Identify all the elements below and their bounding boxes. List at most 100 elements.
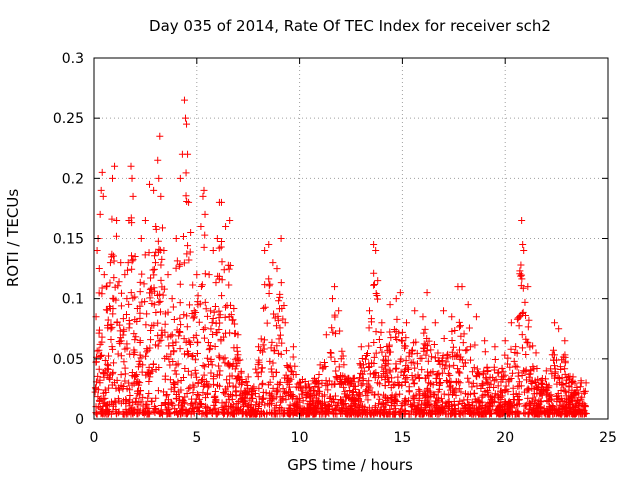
x-axis-title: GPS time / hours	[287, 456, 413, 474]
cloud-point	[429, 368, 437, 376]
cloud-point	[105, 374, 113, 382]
cloud-point	[288, 368, 296, 376]
cloud-point	[251, 390, 259, 398]
cloud-point	[207, 357, 215, 365]
cloud-point	[194, 379, 202, 387]
data-point	[141, 216, 149, 224]
cloud-point	[397, 336, 405, 344]
cloud-point	[124, 259, 132, 267]
cloud-point	[304, 380, 312, 388]
cloud-point	[276, 331, 284, 339]
cloud-point	[161, 328, 169, 336]
cloud-point	[478, 381, 486, 389]
cloud-point	[457, 388, 465, 396]
cloud-point	[425, 393, 433, 401]
cloud-point	[400, 367, 408, 375]
cloud-point	[536, 389, 544, 397]
cloud-point	[422, 374, 430, 382]
data-point	[501, 337, 509, 345]
cloud-point	[143, 310, 151, 318]
cloud-point	[286, 362, 294, 370]
cloud-point	[193, 390, 201, 398]
cloud-point	[107, 335, 115, 343]
cloud-point	[282, 347, 290, 355]
cloud-point	[350, 398, 358, 406]
cloud-point	[127, 289, 135, 297]
cloud-point	[145, 249, 153, 257]
data-point	[222, 222, 230, 230]
cloud-point	[145, 389, 153, 397]
cloud-point	[196, 300, 204, 308]
x-tick-label: 0	[90, 430, 99, 446]
cloud-point	[234, 357, 242, 365]
cloud-point	[331, 380, 339, 388]
cloud-point	[284, 409, 292, 417]
cloud-point	[433, 404, 441, 412]
cloud-point	[464, 391, 472, 399]
cloud-point	[473, 373, 481, 381]
cloud-point	[114, 350, 122, 358]
cloud-point	[188, 352, 196, 360]
cloud-point	[522, 366, 530, 374]
cloud-point	[436, 378, 444, 386]
cloud-point	[169, 303, 177, 311]
cloud-point	[238, 408, 246, 416]
cloud-point	[374, 295, 382, 303]
cloud-point	[521, 298, 529, 306]
cloud-point	[121, 345, 129, 353]
cloud-point	[215, 352, 223, 360]
data-point	[561, 337, 569, 345]
data-point	[234, 331, 242, 339]
cloud-point	[255, 356, 263, 364]
cloud-point	[494, 382, 502, 390]
data-point	[121, 271, 129, 279]
data-point	[392, 295, 400, 303]
cloud-point	[128, 381, 136, 389]
cloud-point	[267, 396, 275, 404]
data-point	[111, 162, 119, 170]
cloud-point	[181, 364, 189, 372]
data-point	[187, 228, 195, 236]
cloud-point	[401, 406, 409, 414]
cloud-point	[554, 392, 562, 400]
cloud-point	[107, 325, 115, 333]
cloud-point	[454, 378, 462, 386]
cloud-point	[523, 338, 531, 346]
cloud-point	[465, 324, 473, 332]
cloud-point	[470, 364, 478, 372]
cloud-point	[362, 387, 370, 395]
cloud-point	[221, 313, 229, 321]
cloud-point	[452, 410, 460, 418]
data-point	[209, 247, 217, 255]
cloud-point	[203, 354, 211, 362]
cloud-point	[184, 367, 192, 375]
data-point	[507, 319, 515, 327]
cloud-point	[378, 373, 386, 381]
cloud-point	[420, 329, 428, 337]
cloud-point	[207, 369, 215, 377]
cloud-point	[338, 410, 346, 418]
cloud-point	[354, 378, 362, 386]
cloud-point	[211, 343, 219, 351]
cloud-point	[156, 297, 164, 305]
cloud-point	[471, 341, 479, 349]
cloud-point	[176, 327, 184, 335]
cloud-point	[483, 363, 491, 371]
y-tick-label: 0.1	[62, 292, 84, 308]
cloud-point	[170, 316, 178, 324]
cloud-point	[469, 379, 477, 387]
cloud-point	[425, 337, 433, 345]
cloud-point	[388, 374, 396, 382]
cloud-point	[274, 380, 282, 388]
cloud-point	[414, 360, 422, 368]
cloud-point	[204, 338, 212, 346]
cloud-point	[265, 282, 273, 290]
cloud-point	[380, 405, 388, 413]
cloud-point	[422, 391, 430, 399]
cloud-point	[201, 298, 209, 306]
cloud-point	[137, 398, 145, 406]
x-tick-label: 20	[496, 430, 514, 446]
cloud-point	[358, 406, 366, 414]
cloud-point	[259, 388, 267, 396]
cloud-point	[258, 381, 266, 389]
